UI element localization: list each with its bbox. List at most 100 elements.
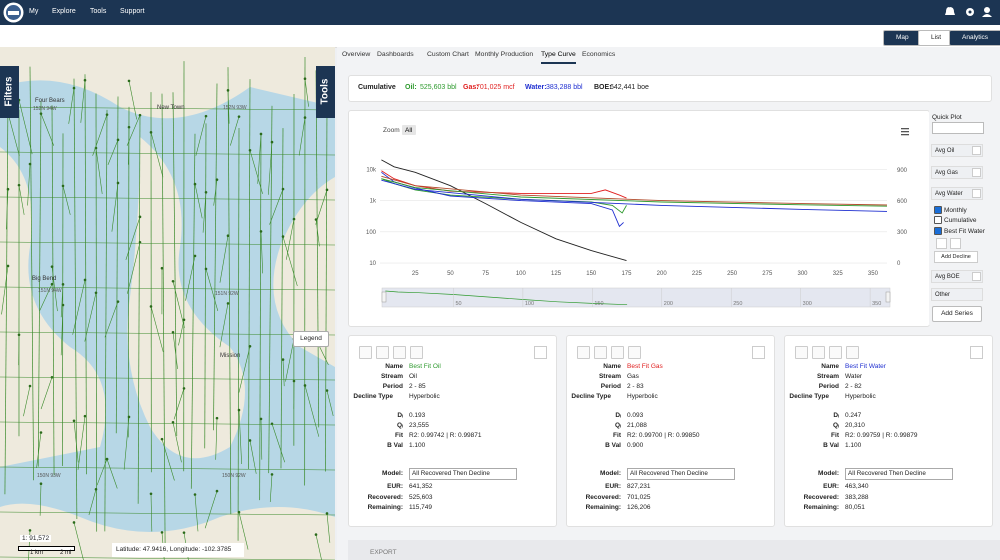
nav-icons[interactable]: [945, 6, 995, 20]
card-value: 20,310: [845, 422, 865, 429]
export-button[interactable]: EXPORT: [370, 549, 397, 556]
remove-button[interactable]: [972, 272, 981, 281]
grid-label: 152N 93W: [223, 105, 247, 111]
navigator-handle[interactable]: [381, 291, 387, 303]
grid-label: 150N 92W: [222, 473, 246, 479]
extra-item[interactable]: Other: [931, 288, 983, 301]
tab[interactable]: Monthly Production: [475, 51, 534, 58]
nav-menu-item[interactable]: Support: [120, 8, 145, 15]
nav-menu-item[interactable]: Explore: [52, 8, 76, 15]
side-tab[interactable]: Tools: [316, 66, 335, 118]
view-button[interactable]: Analytics: [949, 30, 1000, 46]
card-icon-button[interactable]: [812, 346, 825, 359]
well-branch: [111, 182, 119, 232]
card-value: 0.193: [409, 412, 426, 419]
card-close[interactable]: [752, 346, 765, 359]
y-tick-label: 100: [366, 230, 377, 236]
chart-menu[interactable]: [901, 128, 909, 136]
side-tab[interactable]: Filters: [0, 66, 19, 118]
well-dot: [182, 318, 186, 322]
model-select[interactable]: All Recovered Then Decline: [845, 468, 953, 480]
card-label: Dᵢ: [833, 412, 839, 419]
card-icon-button[interactable]: [577, 346, 590, 359]
map[interactable]: Four Bears New Town Big Bend Mission 152N 94…: [0, 47, 335, 560]
checkbox[interactable]: [934, 216, 942, 224]
model-select[interactable]: All Recovered Then Decline: [627, 468, 735, 480]
checkbox[interactable]: [934, 227, 942, 235]
card-icon-button[interactable]: [410, 346, 423, 359]
tab[interactable]: Dashboards: [377, 51, 414, 58]
card-icon-button[interactable]: [393, 346, 406, 359]
section-line: [0, 331, 335, 336]
average-item[interactable]: Avg Gas: [931, 166, 983, 179]
average-item[interactable]: Avg Oil: [931, 144, 983, 157]
place-label: Big Bend: [32, 276, 56, 282]
card-close[interactable]: [970, 346, 983, 359]
option[interactable]: Cumulative: [934, 216, 977, 224]
card-label: Qᵢ: [833, 422, 839, 429]
card-icon-button[interactable]: [829, 346, 842, 359]
remove-button[interactable]: [972, 189, 981, 198]
well-branch: [285, 338, 295, 382]
navigator-tick-label: 350: [872, 301, 881, 307]
card-icon-button[interactable]: [376, 346, 389, 359]
place-label: Four Bears: [35, 98, 65, 104]
zoom-button[interactable]: All: [405, 127, 413, 134]
navigator-handle[interactable]: [885, 291, 891, 303]
legend-button[interactable]: Legend: [293, 331, 329, 347]
card-icon-button[interactable]: [795, 346, 808, 359]
tab[interactable]: Overview: [342, 51, 371, 58]
remove-button[interactable]: [972, 168, 981, 177]
card-icon-button[interactable]: [594, 346, 607, 359]
card-icon-button[interactable]: [846, 346, 859, 359]
average-item[interactable]: Avg Water: [931, 187, 983, 200]
view-button[interactable]: List: [918, 30, 952, 46]
tab[interactable]: Economics: [582, 51, 616, 58]
tab[interactable]: Type Curve: [541, 51, 576, 64]
card-icon-button[interactable]: [611, 346, 624, 359]
section-line: [0, 106, 335, 111]
well-branch: [178, 319, 185, 346]
x-tick-label: 250: [727, 271, 738, 277]
option[interactable]: Monthly: [934, 206, 967, 214]
nav-menu-item[interactable]: My: [29, 8, 39, 15]
well-line: [227, 67, 232, 515]
well-branch: [18, 185, 25, 215]
well-dot: [61, 184, 65, 188]
view-button[interactable]: Map: [883, 30, 920, 46]
navigator-tick-label: 300: [803, 301, 812, 307]
nav-menu-item[interactable]: Tools: [90, 8, 107, 15]
card-close[interactable]: [534, 346, 547, 359]
x-tick-label: 300: [797, 271, 808, 277]
card-icon-button[interactable]: [628, 346, 641, 359]
well-dot: [314, 218, 318, 221]
well-branch: [88, 489, 97, 516]
option[interactable]: Best Fit Water: [934, 227, 985, 235]
card-value: Hyperbolic: [409, 393, 440, 400]
well-dot: [171, 279, 175, 283]
checkbox[interactable]: [934, 206, 942, 214]
well-line: [325, 107, 328, 472]
model-select[interactable]: All Recovered Then Decline: [409, 468, 517, 480]
extra-item[interactable]: Avg BOE: [931, 270, 983, 283]
card-label: Name: [603, 363, 621, 370]
series-line: [381, 179, 888, 212]
card-icon-button[interactable]: [359, 346, 372, 359]
well-dot: [94, 291, 98, 295]
cumulative-item-label: Oil:: [405, 84, 417, 91]
add-series-button[interactable]: Add Series: [932, 306, 982, 322]
quick-plot-select[interactable]: [932, 122, 984, 134]
tab[interactable]: Custom Chart: [427, 51, 469, 58]
icon-button[interactable]: [936, 238, 947, 249]
card-label: Fit: [613, 432, 621, 439]
card-label: Fit: [395, 432, 403, 439]
icon-button[interactable]: [950, 238, 961, 249]
top-nav: My Explore Tools Support: [0, 0, 1000, 25]
add-decline-button[interactable]: Add Decline: [934, 251, 978, 263]
remove-button[interactable]: [972, 146, 981, 155]
well-branch: [271, 423, 286, 463]
well-dot: [215, 489, 219, 493]
well-branch: [51, 266, 58, 312]
well-dot: [50, 282, 54, 286]
grid-label: 151N 92W: [215, 291, 239, 297]
